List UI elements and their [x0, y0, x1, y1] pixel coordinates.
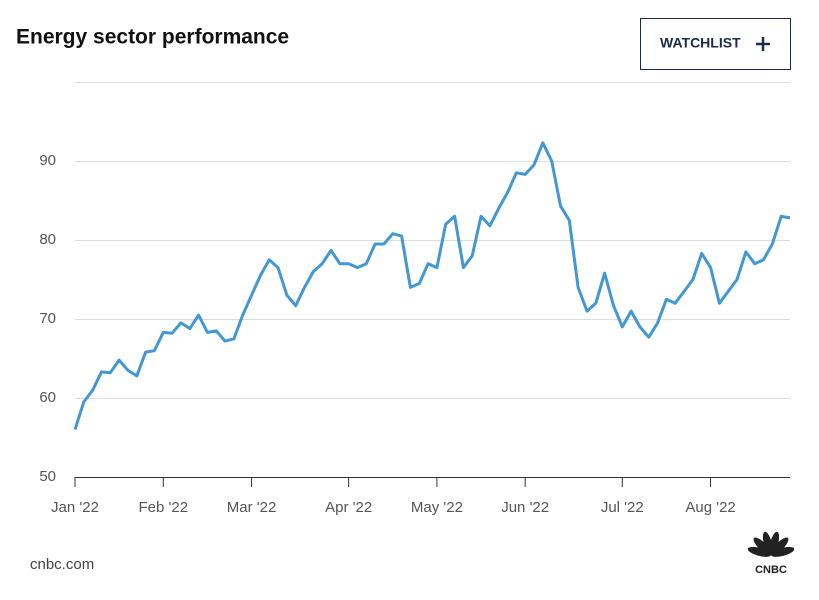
logo: CNBC	[747, 531, 795, 576]
x-tick-label: Jun '22	[501, 499, 549, 516]
x-tick-label: Apr '22	[325, 499, 372, 516]
logo-text: CNBC	[755, 564, 787, 576]
x-tick-label: May '22	[411, 499, 463, 516]
button-label[interactable]: WATCHLIST	[660, 35, 741, 51]
y-tick-label: 90	[39, 152, 56, 169]
watchlist-button[interactable]: WATCHLIST	[640, 18, 791, 70]
chart-title: Energy sector performance	[16, 26, 289, 49]
y-tick-label: 50	[39, 468, 56, 485]
x-tick-label: Mar '22	[227, 499, 277, 516]
x-tick-label: Jan '22	[51, 499, 99, 516]
plot: 50 60 70 80 90 Jan '22 Feb '22 Mar '22 Apr '22 Ma…	[39, 141, 791, 516]
x-tick-label: Aug '22	[685, 499, 735, 516]
y-tick-label: 80	[39, 231, 56, 248]
source: cnbc.com	[30, 556, 94, 573]
x-tick-label: Feb '22	[138, 499, 188, 516]
data-line	[73, 141, 791, 431]
y-tick-label: 70	[39, 310, 56, 327]
x-tick-label: Jul '22	[601, 499, 644, 516]
plus-icon[interactable]	[756, 37, 770, 51]
y-tick-label: 60	[39, 389, 56, 406]
